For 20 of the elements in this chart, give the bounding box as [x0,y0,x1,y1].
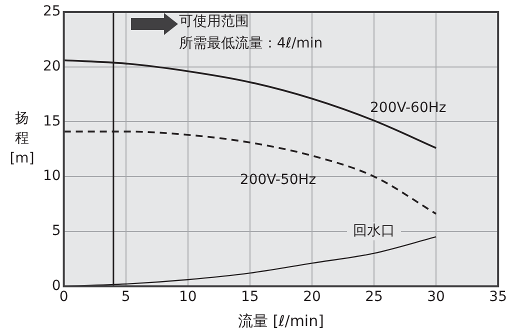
y-tick-label: 20 [42,58,61,74]
y-tick-label: 15 [42,113,61,130]
y-tick-label: 0 [52,278,61,294]
x-tick-label: 20 [303,289,321,306]
x-axis-title: 流量 [ℓ/min] [238,312,324,330]
x-tick-label: 15 [241,289,259,306]
y-axis-title: 扬程 [m] [10,110,34,167]
y-tick-label: 25 [42,4,61,20]
y-tick-label: 10 [42,168,61,184]
series-label: 200V-60Hz [370,100,446,116]
x-tick-label: 5 [121,289,130,306]
x-tick-label: 35 [489,289,508,306]
x-tick-label: 10 [178,289,197,306]
annotation: 所需最低流量：4ℓ/min [178,36,323,52]
annotation: 可使用范围 [178,14,249,30]
series-label: 200V-50Hz [240,172,316,188]
x-tick-label: 25 [365,289,383,306]
y-tick-label: 5 [52,223,61,239]
x-tick-label: 30 [427,289,445,306]
series-label: 回水口 [353,222,396,239]
